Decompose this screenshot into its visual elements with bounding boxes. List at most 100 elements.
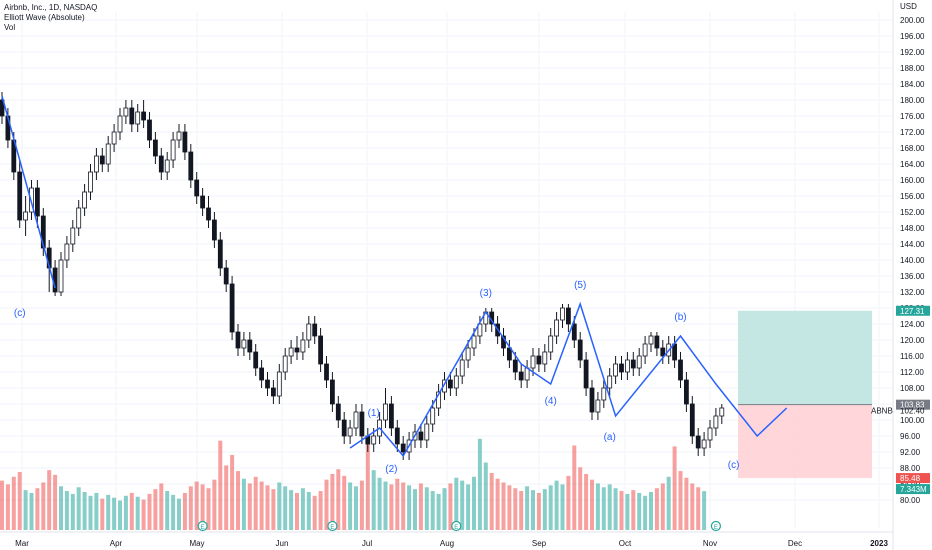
volume-bar xyxy=(359,480,364,530)
candle-body xyxy=(613,363,618,377)
volume-bar xyxy=(259,481,264,530)
volume-bar xyxy=(354,486,358,530)
volume-bar xyxy=(336,469,341,530)
volume-bar xyxy=(76,487,81,530)
position-zones[interactable]: ABNB xyxy=(738,310,893,479)
time-tick-label: Nov xyxy=(703,539,717,548)
volume-bar xyxy=(324,479,329,530)
volume-bar xyxy=(129,492,134,530)
price-tick-label: 200.00 xyxy=(900,16,925,25)
volume-bar xyxy=(94,492,99,530)
time-axis[interactable]: Mar Apr May Jun Jul Aug Sep Oct Nov Dec 2023 xyxy=(15,539,888,548)
candle-body xyxy=(211,219,217,241)
volume-bar xyxy=(177,498,181,530)
volume-bar xyxy=(607,484,612,530)
price-tick-label: 96.00 xyxy=(900,432,921,441)
volume-bar xyxy=(401,482,406,530)
price-tick-label: 152.00 xyxy=(900,208,925,217)
volume-bar xyxy=(660,483,665,530)
volume-bar xyxy=(696,487,701,530)
indicator-volume[interactable]: Vol xyxy=(4,23,16,32)
volume-bar xyxy=(182,492,187,530)
volume-bar xyxy=(495,478,500,530)
volume-bar xyxy=(466,484,471,530)
volume-bar xyxy=(513,488,518,530)
candle-body xyxy=(566,307,571,325)
candle-body xyxy=(518,371,524,381)
candle-body xyxy=(477,323,483,337)
volume-bar xyxy=(460,480,465,530)
volume-bar xyxy=(17,472,22,530)
candle-body xyxy=(17,171,23,221)
volume-bar xyxy=(572,445,577,530)
candle-body xyxy=(164,159,170,173)
price-tick-label: 100.00 xyxy=(900,416,925,425)
volume-bar xyxy=(678,471,683,530)
volume-bar xyxy=(472,476,476,530)
time-tick-label: Apr xyxy=(110,539,123,548)
time-tick-label: Sep xyxy=(532,539,547,548)
candle-body xyxy=(188,151,194,181)
price-tick-label: 92.00 xyxy=(900,448,921,457)
currency-label: USD xyxy=(900,2,917,11)
volume-bar xyxy=(106,494,111,530)
candle-body xyxy=(229,283,235,333)
volume-bar xyxy=(542,489,547,530)
volume-bar xyxy=(454,477,459,530)
volume-bar xyxy=(171,494,176,530)
candle-body xyxy=(548,335,554,353)
candle-body xyxy=(447,379,453,389)
chart-legend: Airbnb, Inc., 1D, NASDAQ Elliott Wave (A… xyxy=(4,3,97,33)
volume-bar xyxy=(277,482,282,530)
candle-body xyxy=(306,323,312,341)
volume-bar xyxy=(442,488,447,530)
volume-bar xyxy=(159,483,164,530)
volume-bar xyxy=(631,490,636,530)
candle-body xyxy=(359,411,365,437)
volume-bar xyxy=(342,475,347,530)
price-tick-label: 120.00 xyxy=(900,336,925,345)
wave-label: (4) xyxy=(545,396,557,407)
time-tick-label: Jul xyxy=(362,539,372,548)
candle-body xyxy=(424,423,430,441)
candle-body xyxy=(353,411,359,429)
volume-bar xyxy=(218,440,223,530)
price-tick-label: 140.00 xyxy=(900,256,925,265)
volume-bar xyxy=(318,491,323,530)
candle-body xyxy=(223,267,229,285)
candle-body xyxy=(235,331,241,349)
price-tick-label: 160.00 xyxy=(900,176,925,185)
candle-body xyxy=(642,343,648,357)
indicator-elliott-wave[interactable]: Elliott Wave (Absolute) xyxy=(4,13,85,22)
candle-body xyxy=(536,355,542,365)
volume-bar xyxy=(330,473,335,530)
volume-bar xyxy=(147,493,152,530)
volume-bar xyxy=(306,492,311,530)
candle-body xyxy=(129,107,135,125)
candle-body xyxy=(388,403,394,429)
price-tick-label: 172.00 xyxy=(900,128,925,137)
price-axis[interactable]: USD 200.00 196.00 192.00 188.00 184.00 180.00… xyxy=(900,2,925,505)
candle-body xyxy=(400,443,406,453)
candle-body xyxy=(542,351,548,365)
candle-body xyxy=(111,131,117,145)
candle-body xyxy=(383,403,388,421)
price-tick-label: 184.00 xyxy=(900,80,925,89)
volume-bar xyxy=(64,491,69,530)
volume-bar xyxy=(70,493,75,530)
time-tick-label: Dec xyxy=(788,539,802,548)
volume-bar xyxy=(88,495,93,530)
volume-bar xyxy=(477,438,482,530)
candle-body xyxy=(335,403,341,421)
symbol-title[interactable]: Airbnb, Inc., 1D, NASDAQ xyxy=(4,3,98,12)
candle-body xyxy=(300,339,306,353)
volume-bar xyxy=(153,489,158,530)
elliott-wave-labels: (c) (1) (2) (3) (4) (5) (a) (b) (c) xyxy=(14,280,740,475)
volume-bar xyxy=(59,486,63,530)
volume-bars xyxy=(0,436,707,530)
volume-bar xyxy=(371,470,376,530)
candle-body xyxy=(0,99,5,117)
candle-body xyxy=(288,347,294,357)
